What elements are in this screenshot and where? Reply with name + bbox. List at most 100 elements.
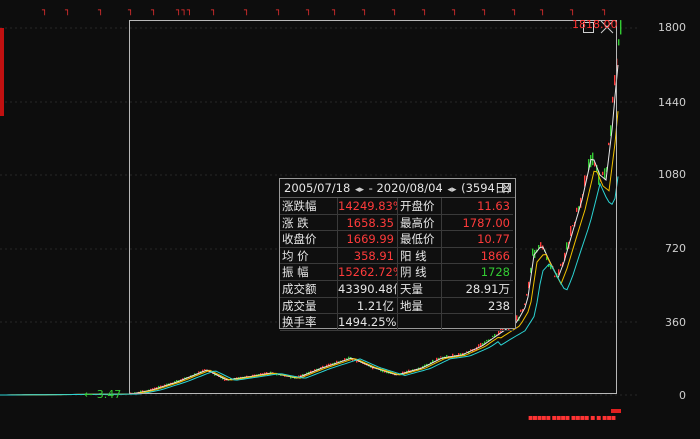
close-x-icon[interactable]	[600, 20, 614, 34]
candle	[224, 379, 226, 381]
y-tick-1800: 1800	[658, 21, 686, 34]
candle	[422, 365, 424, 368]
candle	[350, 357, 352, 359]
stat-label: 最低价	[398, 231, 442, 248]
candle	[566, 242, 568, 250]
candle	[498, 330, 500, 336]
candle	[348, 356, 350, 359]
candle	[300, 374, 302, 377]
candle	[484, 341, 486, 344]
candle	[160, 385, 162, 388]
left-right-arrows-icon[interactable]: ◂▸	[447, 185, 457, 195]
candle	[408, 369, 410, 372]
candle	[570, 225, 572, 236]
square-icon[interactable]	[583, 22, 594, 33]
candle	[204, 369, 206, 371]
candle	[380, 369, 382, 372]
stat-label: 收盘价	[280, 231, 338, 248]
candle	[356, 359, 358, 363]
candle	[592, 152, 594, 166]
stat-value: 1658.35	[338, 214, 398, 232]
stat-label: 涨 跌	[280, 214, 338, 232]
candle	[608, 142, 610, 146]
stat-label: 地量	[398, 297, 442, 315]
stat-value: 238	[442, 298, 513, 315]
candle	[594, 161, 596, 167]
candle	[466, 351, 468, 353]
range-stats-panel: 2005/07/18 ◂▸ - 2020/08/04 ◂▸ (3594日) 涨跌…	[279, 178, 516, 331]
stat-value	[442, 314, 513, 331]
candle	[458, 353, 460, 357]
candle	[478, 344, 480, 347]
y-tick-1440: 1440	[658, 96, 686, 109]
candle	[530, 267, 532, 273]
candle	[344, 358, 346, 361]
candle	[142, 390, 144, 392]
candle	[604, 168, 606, 180]
stat-label: 成交量	[280, 297, 338, 315]
candle	[564, 252, 566, 261]
candle	[612, 96, 614, 103]
candle	[330, 363, 332, 366]
candle	[572, 225, 574, 227]
stat-label: 成交额	[280, 280, 338, 298]
stat-value: 1494.25%	[338, 314, 398, 331]
candle	[372, 367, 374, 370]
candle	[620, 20, 622, 35]
left-right-arrows-icon[interactable]: ◂▸	[354, 185, 364, 195]
candle	[532, 248, 534, 256]
candle	[386, 371, 388, 374]
candle	[596, 164, 598, 173]
range-separator: -	[368, 181, 377, 195]
candle	[214, 374, 216, 376]
stat-value: 11.63	[442, 198, 513, 215]
stat-label: 开盘价	[398, 198, 442, 215]
candle	[150, 388, 152, 391]
range-selection-rect[interactable]	[129, 20, 617, 394]
candle	[598, 171, 600, 185]
candle	[606, 167, 608, 173]
candle	[516, 315, 518, 321]
range-days: (3594日)	[461, 181, 511, 195]
stat-label: 均 价	[280, 247, 338, 265]
candle	[526, 293, 528, 296]
stat-value: 1.21亿	[338, 297, 398, 315]
candle	[546, 256, 548, 261]
stat-value: 1866	[442, 248, 513, 265]
candle	[270, 371, 272, 374]
candle	[166, 383, 168, 385]
stat-label: 阳 线	[398, 247, 442, 265]
candle	[528, 281, 530, 289]
candle	[610, 125, 612, 137]
candle	[290, 376, 292, 379]
candle	[352, 358, 354, 362]
candle	[602, 171, 604, 176]
candle	[306, 372, 308, 375]
stats-grid: 涨跌幅 14249.83% 开盘价 11.63 涨 跌 1658.35 最高价 1787.00…	[280, 198, 515, 331]
candle	[502, 328, 504, 332]
candle	[432, 359, 434, 363]
candle	[482, 343, 484, 346]
stat-value: 10.77	[442, 231, 513, 248]
candle	[462, 352, 464, 355]
stat-label: 最高价	[398, 214, 442, 232]
candle	[554, 275, 556, 278]
candle	[576, 207, 578, 212]
candle	[266, 372, 268, 374]
candle	[614, 75, 616, 86]
stat-label: 换手率	[280, 314, 338, 331]
candle	[440, 356, 442, 358]
candle	[314, 369, 316, 372]
candle	[578, 206, 580, 211]
candle	[384, 371, 386, 373]
candle	[310, 370, 312, 373]
candle	[548, 264, 550, 267]
candle	[184, 377, 186, 379]
candle	[328, 363, 330, 366]
stat-value: 1728	[442, 264, 513, 281]
stat-value: 14249.83%	[338, 198, 398, 215]
candle	[164, 384, 166, 386]
candle	[264, 372, 266, 374]
candle	[584, 175, 586, 187]
panel-close-icon[interactable]	[502, 183, 511, 192]
